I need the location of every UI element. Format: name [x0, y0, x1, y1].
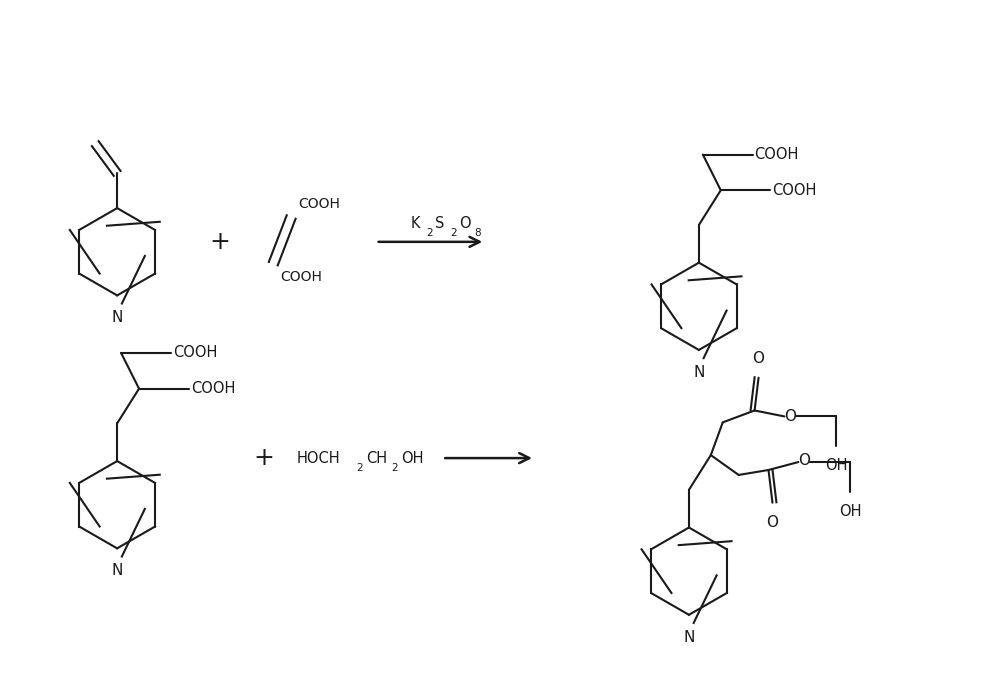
- Text: O: O: [766, 515, 778, 529]
- Text: HOCH: HOCH: [296, 451, 340, 466]
- Text: 2: 2: [450, 228, 456, 238]
- Text: N: N: [693, 365, 705, 380]
- Text: COOH: COOH: [298, 197, 340, 211]
- Text: N: N: [683, 630, 695, 645]
- Text: 2: 2: [426, 228, 433, 238]
- Text: OH: OH: [402, 451, 424, 466]
- Text: COOH: COOH: [191, 381, 235, 396]
- Text: 2: 2: [392, 462, 398, 473]
- Text: O: O: [459, 216, 470, 231]
- Text: S: S: [435, 216, 444, 231]
- Text: N: N: [111, 310, 123, 325]
- Text: COOH: COOH: [772, 182, 817, 198]
- Text: N: N: [111, 563, 123, 578]
- Text: K: K: [411, 216, 420, 231]
- Text: OH: OH: [825, 458, 847, 473]
- Text: O: O: [753, 351, 765, 366]
- Text: COOH: COOH: [280, 269, 322, 283]
- Text: CH: CH: [366, 451, 387, 466]
- Text: COOH: COOH: [173, 346, 217, 361]
- Text: +: +: [209, 230, 230, 254]
- Text: O: O: [784, 409, 796, 424]
- Text: OH: OH: [839, 504, 861, 519]
- Text: +: +: [253, 446, 274, 470]
- Text: 2: 2: [356, 462, 362, 473]
- Text: 8: 8: [475, 228, 481, 238]
- Text: COOH: COOH: [755, 147, 799, 162]
- Text: O: O: [798, 453, 810, 468]
